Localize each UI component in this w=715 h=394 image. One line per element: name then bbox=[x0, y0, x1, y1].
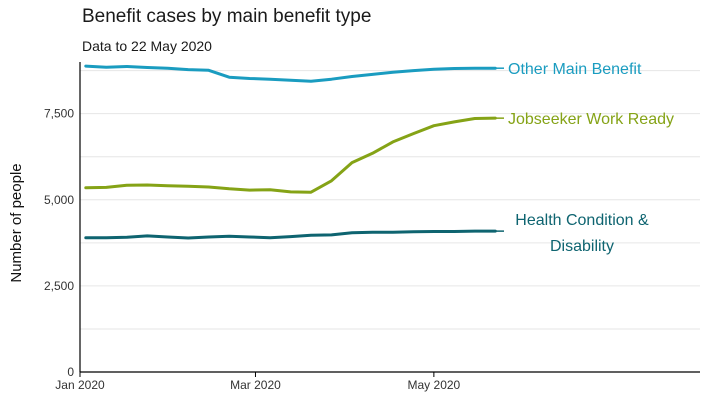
series-label-health-condition-disability: Disability bbox=[550, 238, 614, 255]
y-tick-label: 5,000 bbox=[44, 193, 74, 207]
x-tick-label: May 2020 bbox=[408, 378, 461, 392]
series-line-other-main-benefit bbox=[84, 64, 497, 83]
chart-title: Benefit cases by main benefit type bbox=[82, 6, 372, 27]
y-tick-label: 7,500 bbox=[44, 107, 74, 121]
x-tick-label: Mar 2020 bbox=[230, 378, 281, 392]
axes: 0 2,500 5,000 7,500 Jan 2020 Mar 2020 May 2020 bbox=[44, 62, 700, 392]
x-tick-label: Jan 2020 bbox=[55, 378, 105, 392]
gridlines bbox=[80, 70, 700, 330]
series-line-health-condition-disability bbox=[84, 229, 497, 240]
series-line-jobseeker-work-ready bbox=[84, 116, 497, 194]
y-tick-label: 2,500 bbox=[44, 279, 74, 293]
series-labels: Other Main Benefit Jobseeker Work Ready He… bbox=[495, 61, 674, 255]
series-lines bbox=[84, 64, 497, 240]
y-axis-label: Number of people bbox=[8, 163, 25, 282]
chart-subtitle: Data to 22 May 2020 bbox=[82, 38, 212, 54]
series-label-health-condition-disability: Health Condition & bbox=[515, 212, 649, 229]
series-label-other-main-benefit: Other Main Benefit bbox=[508, 61, 642, 78]
series-label-jobseeker-work-ready: Jobseeker Work Ready bbox=[508, 111, 674, 128]
y-tick-label: 0 bbox=[67, 365, 74, 379]
